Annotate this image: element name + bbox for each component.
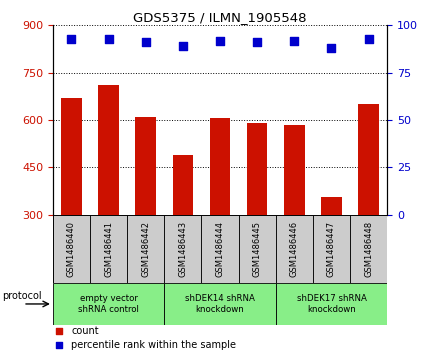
Point xyxy=(253,40,260,45)
Point xyxy=(180,43,187,49)
Bar xyxy=(210,118,230,215)
Point xyxy=(216,38,224,44)
Text: protocol: protocol xyxy=(2,291,42,301)
Bar xyxy=(164,284,276,325)
Bar xyxy=(202,215,238,284)
Point xyxy=(56,329,63,334)
Bar xyxy=(127,215,164,284)
Text: GSM1486441: GSM1486441 xyxy=(104,221,113,277)
Text: GSM1486444: GSM1486444 xyxy=(216,221,224,277)
Bar xyxy=(136,117,156,215)
Point xyxy=(56,342,63,348)
Bar xyxy=(90,215,127,284)
Text: percentile rank within the sample: percentile rank within the sample xyxy=(71,340,236,350)
Bar xyxy=(276,284,387,325)
Bar xyxy=(276,215,313,284)
Text: GSM1486443: GSM1486443 xyxy=(178,221,187,277)
Text: GSM1486445: GSM1486445 xyxy=(253,221,262,277)
Point xyxy=(365,36,372,41)
Bar xyxy=(313,215,350,284)
Text: GSM1486448: GSM1486448 xyxy=(364,221,373,277)
Text: count: count xyxy=(71,326,99,337)
Bar xyxy=(164,215,202,284)
Text: GSM1486446: GSM1486446 xyxy=(290,221,299,277)
Point xyxy=(328,45,335,51)
Text: shDEK14 shRNA
knockdown: shDEK14 shRNA knockdown xyxy=(185,294,255,314)
Bar xyxy=(53,215,90,284)
Text: GSM1486440: GSM1486440 xyxy=(67,221,76,277)
Bar xyxy=(61,98,81,215)
Text: GSM1486442: GSM1486442 xyxy=(141,221,150,277)
Text: empty vector
shRNA control: empty vector shRNA control xyxy=(78,294,139,314)
Bar xyxy=(247,123,268,215)
Bar xyxy=(98,85,119,215)
Point xyxy=(142,40,149,45)
Bar xyxy=(238,215,276,284)
Bar xyxy=(350,215,387,284)
Point xyxy=(68,36,75,41)
Bar xyxy=(321,197,342,215)
Bar xyxy=(172,155,193,215)
Text: shDEK17 shRNA
knockdown: shDEK17 shRNA knockdown xyxy=(297,294,367,314)
Bar xyxy=(284,125,304,215)
Point xyxy=(291,38,298,44)
Text: GSM1486447: GSM1486447 xyxy=(327,221,336,277)
Bar xyxy=(53,284,164,325)
Title: GDS5375 / ILMN_1905548: GDS5375 / ILMN_1905548 xyxy=(133,11,307,24)
Bar xyxy=(359,104,379,215)
Point xyxy=(105,36,112,41)
